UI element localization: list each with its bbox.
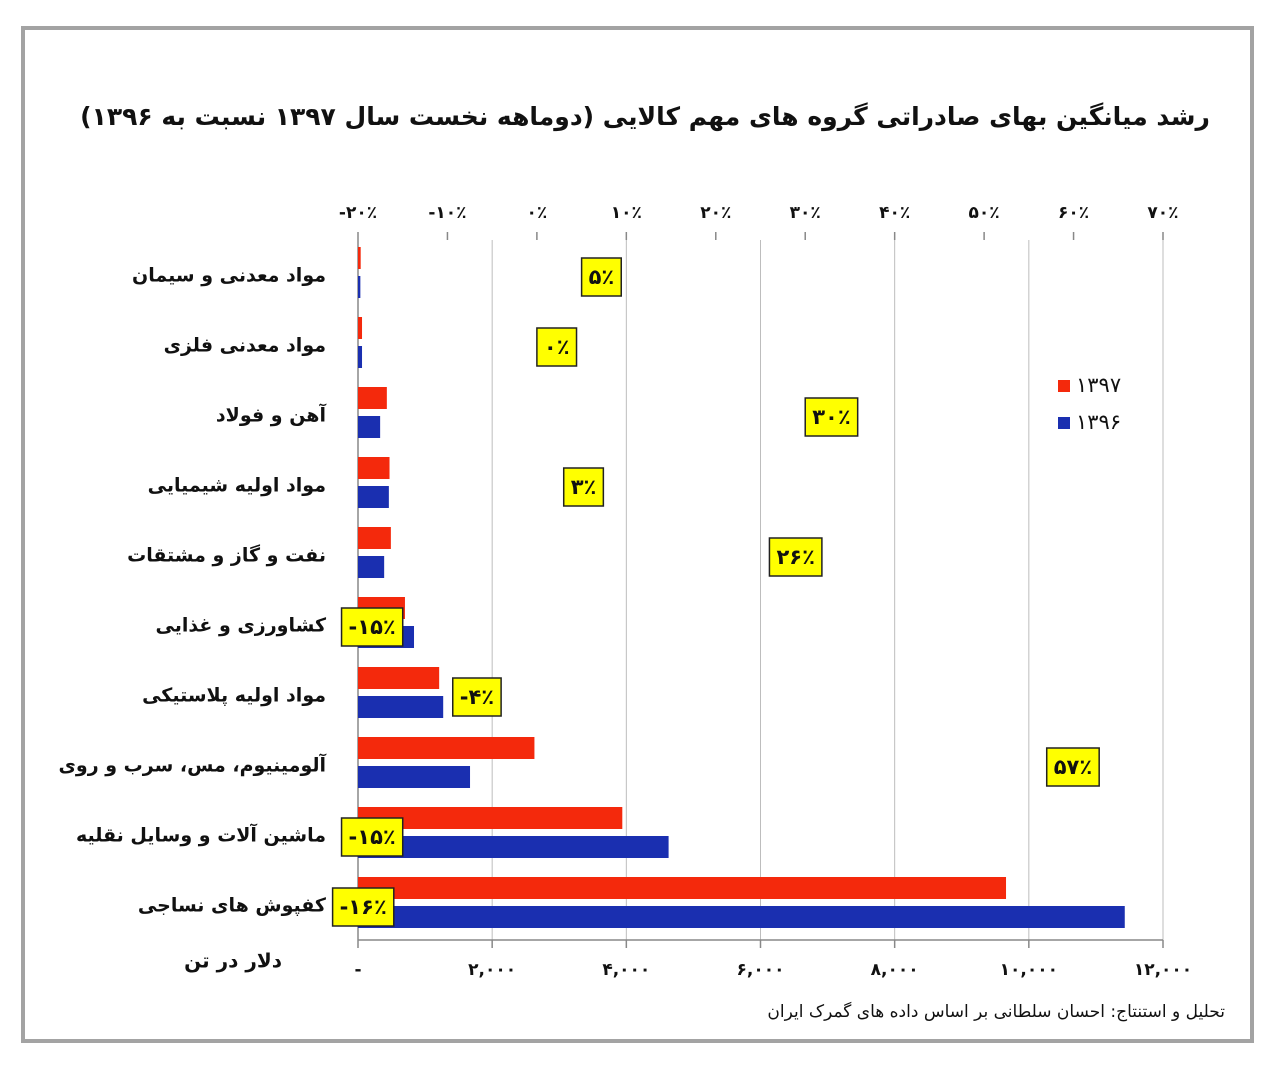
- bar: [358, 766, 471, 788]
- growth-label: ۵۷٪: [1054, 755, 1092, 779]
- growth-annotation: ۳۰٪: [804, 397, 859, 437]
- growth-label: ۳۰٪: [812, 405, 850, 429]
- x2-tick-label: ۰٪: [527, 203, 548, 223]
- bar: [358, 807, 623, 829]
- growth-annotation: -۱۵٪: [340, 817, 404, 857]
- growth-label: -۴٪: [460, 685, 494, 709]
- bar: [358, 836, 669, 858]
- bar: [358, 346, 363, 368]
- x-tick-label: ۴,۰۰۰: [602, 960, 650, 980]
- growth-box: [804, 397, 859, 437]
- category-label: کشاورزی و غذایی: [156, 615, 327, 637]
- bar: [358, 877, 1007, 899]
- x2-tick-label: ۲۰٪: [700, 203, 731, 223]
- bar: [358, 247, 361, 269]
- growth-box: [331, 887, 395, 927]
- x-tick-label: ۸,۰۰۰: [871, 960, 919, 980]
- legend-label: ۱۳۹۷: [1076, 373, 1121, 397]
- category-label: مواد معدنی و سیمان: [132, 265, 326, 287]
- growth-box: [340, 817, 404, 857]
- bar: [358, 317, 363, 339]
- growth-annotation: ۳٪: [562, 467, 605, 507]
- bar: [358, 416, 381, 438]
- x-tick-label: ۱۲,۰۰۰: [1134, 960, 1192, 980]
- growth-box: [768, 537, 823, 577]
- category-label: نفت و گاز و مشتقات: [127, 544, 326, 567]
- growth-annotation: ۰٪: [536, 327, 578, 367]
- x2-tick-label: ۱۰٪: [611, 203, 642, 223]
- chart-title: رشد میانگین بهای صادراتی گروه های مهم کا…: [80, 102, 1210, 132]
- bar: [358, 486, 389, 508]
- x2-tick-label: -۲۰٪: [339, 203, 377, 223]
- x-axis-label: دلار در تن: [184, 949, 282, 973]
- bar: [358, 387, 387, 409]
- bar: [358, 737, 535, 759]
- growth-label: -۱۵٪: [349, 615, 396, 639]
- growth-box: [562, 467, 605, 507]
- category-label: مواد اولیه پلاستیکی: [142, 685, 326, 707]
- growth-annotation: ۲۶٪: [768, 537, 823, 577]
- x-tick-label: ۲,۰۰۰: [468, 960, 516, 980]
- bar: [358, 276, 361, 298]
- legend-swatch: [1058, 380, 1070, 392]
- growth-label: -۱۶٪: [340, 895, 387, 919]
- x2-tick-label: ۴۰٪: [879, 203, 910, 223]
- x2-tick-label: -۱۰٪: [428, 203, 466, 223]
- growth-label: ۵٪: [589, 265, 615, 289]
- bar: [358, 667, 440, 689]
- category-label: آلومینیوم، مس، سرب و روی: [58, 753, 326, 777]
- category-label: مواد اولیه شیمیایی: [148, 475, 326, 497]
- x2-tick-label: ۷۰٪: [1147, 203, 1178, 223]
- category-label: آهن و فولاد: [216, 403, 327, 427]
- bar: [358, 696, 444, 718]
- bar: [358, 457, 390, 479]
- growth-box: [452, 677, 502, 717]
- legend-swatch: [1058, 417, 1070, 429]
- source-note: تحلیل و استنتاج: احسان سلطانی بر اساس دا…: [767, 1001, 1225, 1022]
- growth-annotation: -۱۵٪: [340, 607, 404, 647]
- growth-box: [1045, 747, 1100, 787]
- growth-box: [536, 327, 578, 367]
- x-tick-label: ۱۰,۰۰۰: [1000, 960, 1058, 980]
- legend-label: ۱۳۹۶: [1076, 410, 1121, 434]
- bar: [358, 906, 1125, 928]
- category-label: ماشین آلات و وسایل نقلیه: [76, 823, 326, 847]
- growth-annotation: ۵۷٪: [1045, 747, 1100, 787]
- x2-tick-label: ۶۰٪: [1058, 203, 1089, 223]
- growth-label: ۳٪: [571, 475, 597, 499]
- x-tick-label: -: [354, 960, 361, 980]
- x2-tick-label: ۳۰٪: [790, 203, 821, 223]
- growth-annotation: ۵٪: [580, 257, 623, 297]
- bar: [358, 527, 391, 549]
- bar: [358, 556, 385, 578]
- growth-label: -۱۵٪: [349, 825, 396, 849]
- frame: [21, 26, 1254, 1043]
- x2-tick-label: ۵۰٪: [969, 203, 1000, 223]
- growth-annotation: -۱۶٪: [331, 887, 395, 927]
- growth-label: ۲۶٪: [776, 545, 814, 569]
- category-label: مواد معدنی فلزی: [164, 335, 326, 357]
- growth-box: [580, 257, 623, 297]
- growth-label: ۰٪: [544, 335, 570, 359]
- growth-box: [340, 607, 404, 647]
- category-label: کفپوش های نساجی: [138, 895, 327, 917]
- x-tick-label: ۶,۰۰۰: [737, 960, 785, 980]
- growth-annotation: -۴٪: [452, 677, 502, 717]
